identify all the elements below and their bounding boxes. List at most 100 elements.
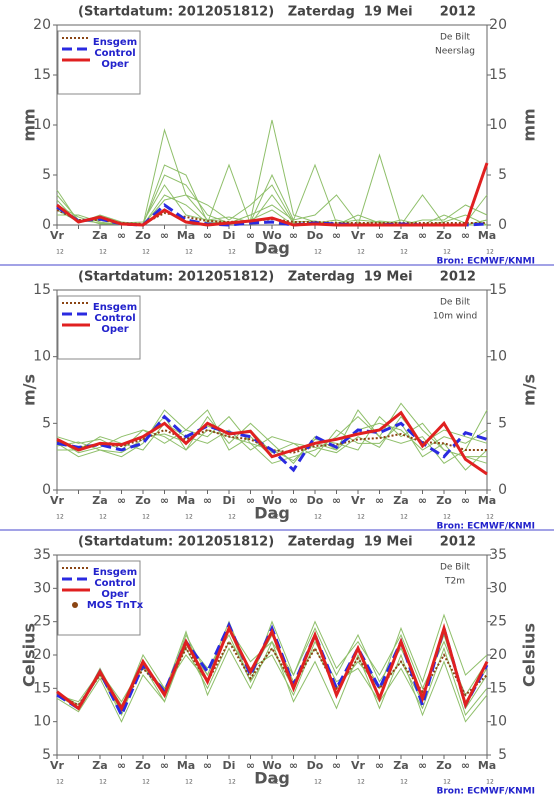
series-line — [56, 428, 487, 454]
y2-tick-label: 15 — [489, 680, 507, 696]
location: De Bilt — [440, 563, 471, 573]
x-tick-label: ∞ — [289, 759, 298, 772]
y-axis-label: m/s — [20, 374, 39, 406]
y-axis-label: Celsius — [20, 623, 39, 687]
y-tick-label: 5 — [42, 415, 51, 431]
x-tick-label: ∞ — [289, 494, 298, 507]
x-sublabel: 12 — [357, 514, 365, 521]
series-line — [56, 410, 488, 476]
x-sublabel: 12 — [99, 779, 107, 786]
y2-axis-label: mm — [520, 108, 539, 141]
x-sublabel: 12 — [228, 514, 236, 521]
x-tick-label: ∞ — [203, 759, 212, 772]
x-tick-label: Zo — [135, 759, 151, 772]
ensemble-member — [57, 153, 488, 226]
x-tick-label: Ma — [177, 759, 195, 772]
x-sublabel: 12 — [142, 514, 150, 521]
x-tick-label: Za — [393, 494, 408, 507]
x-tick-label: ∞ — [332, 494, 341, 507]
x-sublabel: 12 — [486, 514, 494, 521]
x-sublabel: 12 — [228, 249, 236, 256]
x-sublabel: 12 — [185, 249, 193, 256]
chart-title: (Startdatum: 2012051812) Zaterdag 19 Mei… — [78, 270, 476, 285]
x-sublabel: 12 — [56, 514, 64, 521]
chart-title: (Startdatum: 2012051812) Zaterdag 19 Mei… — [78, 5, 476, 20]
x-tick-label: Zo — [135, 494, 151, 507]
y-tick-label: 20 — [33, 17, 51, 33]
x-tick-label: Za — [92, 759, 107, 772]
x-sublabel: 12 — [185, 779, 193, 786]
x-tick-label: ∞ — [246, 494, 255, 507]
x-sublabel: 12 — [314, 514, 322, 521]
source-note: Bron: ECMWF/KNMI — [436, 522, 535, 532]
x-sublabel: 12 — [400, 514, 408, 521]
x-tick-label: Do — [307, 229, 324, 242]
x-tick-label: Wo — [262, 229, 282, 242]
y2-tick-label: 5 — [498, 167, 507, 183]
y-tick-label: 0 — [42, 217, 51, 233]
x-tick-label: ∞ — [375, 229, 384, 242]
y2-tick-label: 5 — [498, 747, 507, 763]
x-tick-label: ∞ — [418, 229, 427, 242]
legend-label: MOS TnTx — [87, 600, 144, 611]
x-tick-label: ∞ — [117, 759, 126, 772]
y2-tick-label: 10 — [489, 714, 507, 730]
ensemble-member — [56, 119, 488, 226]
y-tick-label: 15 — [33, 680, 51, 696]
x-tick-label: Wo — [262, 494, 282, 507]
x-tick-label: Vr — [50, 229, 65, 242]
x-tick-label: Vr — [351, 229, 366, 242]
x-tick-label: Ma — [478, 759, 496, 772]
x-tick-label: ∞ — [203, 229, 212, 242]
y2-tick-label: 15 — [489, 282, 507, 298]
legend-label: Control — [94, 578, 135, 589]
x-tick-label: ∞ — [461, 494, 470, 507]
y-tick-label: 10 — [33, 349, 51, 365]
y2-tick-label: 20 — [489, 647, 507, 663]
x-sublabel: 12 — [486, 779, 494, 786]
x-sublabel: 12 — [185, 514, 193, 521]
x-sublabel: 12 — [314, 249, 322, 256]
variable: 10m wind — [433, 312, 477, 322]
x-tick-label: ∞ — [117, 494, 126, 507]
y2-tick-label: 10 — [489, 349, 507, 365]
y-tick-label: 5 — [42, 747, 51, 763]
legend-box — [57, 30, 141, 95]
x-tick-label: Zo — [436, 759, 452, 772]
x-sublabel: 12 — [443, 514, 451, 521]
ensemble-member — [56, 402, 488, 464]
x-tick-label: ∞ — [246, 229, 255, 242]
x-tick-label: Za — [92, 494, 107, 507]
x-tick-label: Za — [92, 229, 107, 242]
x-tick-label: Ma — [478, 229, 496, 242]
y-tick-label: 20 — [33, 647, 51, 663]
series-line — [56, 623, 489, 712]
y2-tick-label: 20 — [489, 17, 507, 33]
x-tick-label: Zo — [436, 229, 452, 242]
y2-tick-label: 15 — [489, 67, 507, 83]
x-tick-label: Ma — [177, 494, 195, 507]
legend-label: Ensgem — [93, 567, 137, 578]
legend-label: Ensgem — [93, 37, 137, 48]
x-axis-label: Dag — [254, 239, 290, 258]
x-tick-label: ∞ — [375, 759, 384, 772]
x-sublabel: 12 — [486, 249, 494, 256]
ensemble-member — [56, 415, 487, 462]
y2-tick-label: 30 — [489, 580, 507, 596]
x-sublabel: 12 — [443, 779, 451, 786]
x-axis-label: Dag — [254, 769, 290, 788]
x-sublabel: 12 — [400, 779, 408, 786]
x-tick-label: Di — [223, 494, 236, 507]
x-sublabel: 12 — [271, 249, 279, 256]
location: De Bilt — [440, 33, 471, 43]
x-tick-label: ∞ — [461, 229, 470, 242]
y-tick-label: 30 — [33, 580, 51, 596]
x-sublabel: 12 — [357, 249, 365, 256]
x-sublabel: 12 — [142, 779, 150, 786]
x-tick-label: ∞ — [332, 229, 341, 242]
y2-tick-label: 35 — [489, 547, 507, 563]
x-tick-label: Ma — [177, 229, 195, 242]
x-sublabel: 12 — [56, 249, 64, 256]
x-sublabel: 12 — [357, 779, 365, 786]
